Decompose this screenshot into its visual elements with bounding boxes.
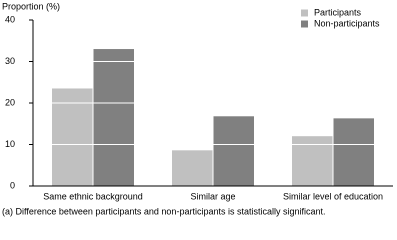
legend-swatch (301, 9, 308, 17)
y-tick-label: 20 (5, 97, 15, 107)
y-tick-label: 30 (5, 56, 15, 66)
x-tick-label: Similar level of education (283, 191, 383, 201)
bar (52, 88, 93, 186)
y-tick-label: 0 (10, 180, 15, 190)
bar (333, 118, 374, 186)
bar (213, 116, 254, 186)
y-axis-label: Proportion (%) (2, 1, 60, 11)
y-tick-label: 10 (5, 139, 15, 149)
chart: Proportion (%) (a) Difference between pa… (2, 1, 393, 216)
x-tick-label: Same ethnic background (43, 191, 143, 201)
legend-swatch (301, 20, 308, 28)
x-tick-label: Similar age (190, 191, 235, 201)
bar (172, 150, 213, 186)
bar (292, 136, 333, 186)
y-tick-label: 40 (5, 14, 15, 24)
legend-label: Participants (314, 7, 362, 17)
legend-label: Non-participants (314, 18, 380, 28)
bar (93, 49, 134, 186)
footnote: (a) Difference between participants and … (2, 206, 326, 216)
